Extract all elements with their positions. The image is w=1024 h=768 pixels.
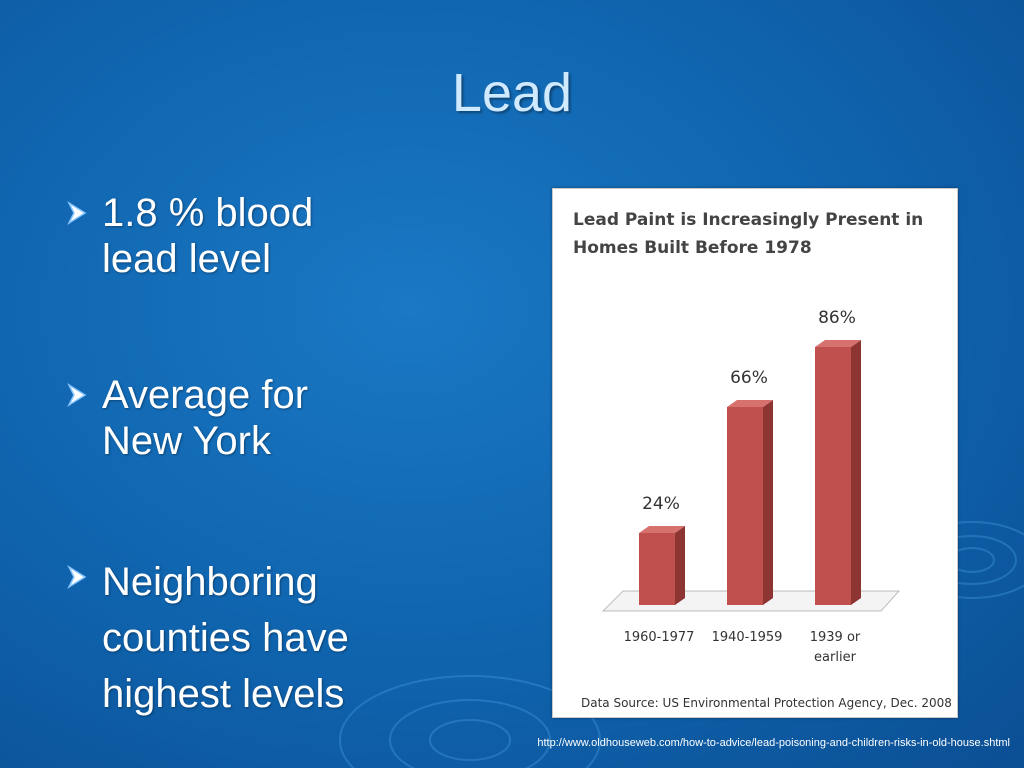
bullet-line: Neighboring [102,560,318,604]
data-label: 24% [642,494,680,514]
bar-top [815,340,861,347]
category-label: 1960-1977 [624,630,695,645]
bar-top [727,400,773,407]
arrow-bullet-icon [67,564,87,590]
source-url: http://www.oldhouseweb.com/how-to-advice… [537,737,1010,749]
category-label: 1940-1959 [712,630,783,645]
bullet-line: lead level [102,237,272,281]
bar-side [675,526,685,605]
bullet-item: 1.8 % blood lead level [64,190,484,282]
bullet-line: 1.8 % blood [102,191,314,235]
bullet-line: counties have [102,616,349,660]
data-label: 86% [818,308,856,328]
bar [639,533,675,605]
category-label: 1939 or [810,630,861,645]
slide-title: Lead [451,63,573,123]
bar-top [639,526,685,533]
arrow-bullet-icon [67,382,87,408]
bullet-item: Neighboring counties have highest levels [64,554,484,716]
bullet-item: Average for New York [64,372,484,464]
chart-title-line: Homes Built Before 1978 [573,238,812,258]
bullet-line: Average for [102,373,309,417]
bar-chart: Lead Paint is Increasingly Present in Hom… [573,210,952,710]
chart-title-line: Lead Paint is Increasingly Present in [573,210,923,230]
bar-side [763,400,773,605]
chart-source: Data Source: US Environmental Protection… [581,696,952,710]
bar-side [851,340,861,605]
category-label: earlier [814,650,857,665]
bullet-list: 1.8 % blood lead level Average for New Y… [64,190,484,716]
bar [727,407,763,605]
data-label: 66% [730,368,768,388]
arrow-bullet-icon [67,200,87,226]
bar [815,347,851,605]
bullet-line: New York [102,419,271,463]
bullet-line: highest levels [102,672,345,716]
chart-panel: Lead Paint is Increasingly Present in Hom… [552,188,958,718]
